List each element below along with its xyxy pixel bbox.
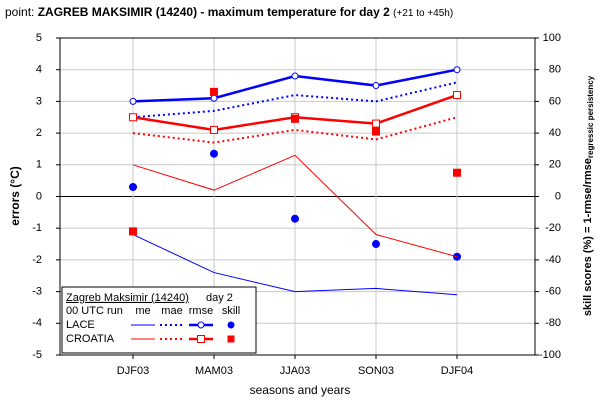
legend-run: 00 UTC run (66, 305, 123, 317)
series-marker (453, 66, 461, 74)
series-marker (372, 82, 380, 90)
title-main: ZAGREB MAKSIMIR (14240) - maximum temper… (38, 5, 390, 19)
y2-tick-label: 0 (555, 190, 561, 202)
title-suffix: (+21 to +45h) (393, 8, 453, 19)
series-marker (129, 97, 137, 105)
y2-tick-label: -80 (545, 317, 561, 329)
skill-point (372, 240, 380, 249)
legend-marker (197, 321, 205, 329)
y2-tick-label: 40 (549, 127, 561, 139)
y-tick-label: -2 (32, 254, 42, 266)
x-tick-label: DJF03 (117, 365, 149, 377)
x-tick-label: MAM03 (195, 365, 233, 377)
skill-point (372, 127, 380, 136)
skill-point (291, 114, 299, 123)
x-axis-label: seasons and years (250, 383, 351, 397)
y2-label-main: skill scores (%) = 1-rmse/rmse (582, 158, 594, 316)
legend-column: me (135, 305, 150, 317)
y-tick-label: 0 (36, 190, 42, 202)
skill-point (210, 149, 218, 158)
plot-frame (59, 37, 536, 356)
legend-marker (227, 335, 235, 343)
y2-tick-label: -60 (545, 286, 561, 298)
series-marker (372, 119, 380, 128)
y2-tick-label: 60 (549, 95, 561, 107)
legend-column: rmse (189, 305, 213, 317)
skill-point (129, 227, 137, 236)
y2-tick-label: -100 (539, 349, 561, 361)
legend: Zagreb Maksimir (14240) day 2 00 UTC run me… (61, 286, 257, 354)
y2-tick-label: 80 (549, 64, 561, 76)
legend-day: day 2 (206, 292, 233, 304)
skill-point (210, 87, 218, 96)
series-marker (210, 94, 218, 102)
series-marker (291, 72, 299, 80)
y-tick-label: 2 (36, 127, 42, 139)
legend-label: LACE (66, 319, 95, 331)
y2-tick-label: -40 (545, 254, 561, 266)
y2-axis-label: skill scores (%) = 1-rmse/rmseregressic … (582, 75, 595, 316)
y2-tick-label: 100 (543, 32, 561, 44)
series-line (132, 234, 458, 296)
legend-label: CROATIA (66, 333, 115, 345)
x-tick-label: DJF04 (441, 365, 473, 377)
series-line (132, 154, 458, 258)
chart-title: point: ZAGREB MAKSIMIR (14240) - maximum… (5, 5, 453, 19)
skill-point (453, 168, 461, 177)
legend-marker (197, 335, 205, 343)
y-tick-label: -5 (32, 349, 42, 361)
y2-label-sub: regressic persistency (586, 75, 595, 158)
y-tick-label: -3 (32, 286, 42, 298)
y2-tick-label: 20 (549, 159, 561, 171)
skill-point (129, 182, 137, 191)
y-tick-label: 3 (36, 95, 42, 107)
legend-column: skill (222, 305, 240, 317)
y-tick-label: 4 (36, 64, 42, 76)
legend-marker (227, 321, 235, 329)
legend-title: Zagreb Maksimir (14240) (66, 292, 189, 304)
x-tick-label: SON03 (358, 365, 394, 377)
y-tick-label: -1 (32, 222, 42, 234)
series-marker (453, 91, 461, 100)
skill-point (291, 214, 299, 223)
y-axis-label: errors (°C) (8, 166, 22, 225)
y2-tick-label: -20 (545, 222, 561, 234)
series-marker (129, 113, 137, 122)
x-tick-label: JJA03 (280, 365, 311, 377)
series-marker (210, 125, 218, 134)
y-tick-label: 1 (36, 159, 42, 171)
y-tick-label: 5 (36, 32, 42, 44)
legend-box (61, 286, 257, 354)
y-tick-label: -4 (32, 317, 42, 329)
title-prefix: point: (5, 5, 34, 19)
legend-column: mae (161, 305, 182, 317)
